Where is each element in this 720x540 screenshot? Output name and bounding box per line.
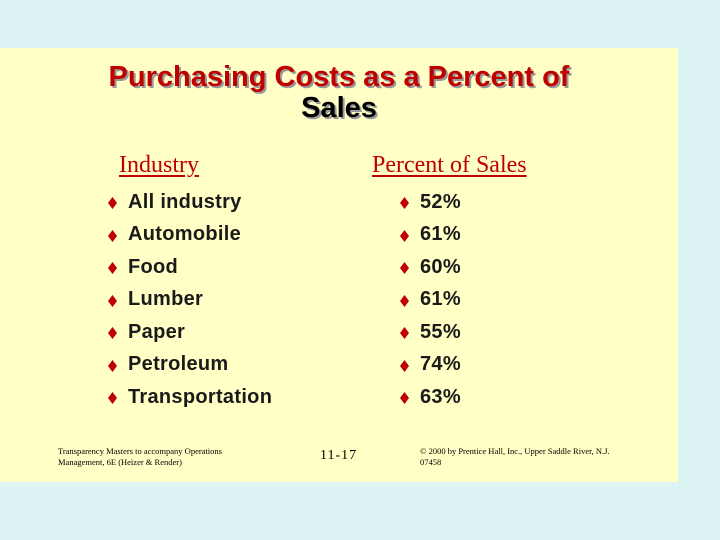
percent-value: 60% xyxy=(420,255,461,278)
footer-left-line-2: Management, 6E (Heizer & Render) xyxy=(58,457,182,467)
industry-name: Food xyxy=(128,255,179,278)
percent-value: 63% xyxy=(420,385,461,408)
percent-value: 61% xyxy=(420,223,461,246)
percent-value: 74% xyxy=(420,353,461,376)
diamond-bullet-icon xyxy=(400,327,409,340)
diamond-bullet-icon xyxy=(108,359,117,372)
slide-title: Purchasing Costs as a Percent of Sales xyxy=(0,62,678,124)
footer-left-line-1: Transparency Masters to accompany Operat… xyxy=(58,446,222,456)
list-item: Lumber xyxy=(108,284,272,317)
diamond-bullet-icon xyxy=(400,294,409,307)
list-item: 63% xyxy=(400,381,461,414)
list-item: Petroleum xyxy=(108,349,272,382)
diamond-bullet-icon xyxy=(108,229,117,242)
diamond-bullet-icon xyxy=(400,262,409,275)
diamond-bullet-icon xyxy=(108,392,117,405)
list-item: 74% xyxy=(400,349,461,382)
list-item: 55% xyxy=(400,316,461,349)
diamond-bullet-icon xyxy=(400,229,409,242)
slide: Purchasing Costs as a Percent of Sales I… xyxy=(0,48,678,482)
diamond-bullet-icon xyxy=(400,359,409,372)
footer-source-note: Transparency Masters to accompany Operat… xyxy=(58,446,258,468)
percent-value: 61% xyxy=(420,288,461,311)
footer-right-line-1: © 2000 by Prentice Hall, Inc., Upper Sad… xyxy=(420,446,610,456)
list-item: 61% xyxy=(400,219,461,252)
diamond-bullet-icon xyxy=(400,392,409,405)
list-item: Paper xyxy=(108,316,272,349)
industry-name: Automobile xyxy=(128,223,241,246)
diamond-bullet-icon xyxy=(108,197,117,210)
list-item: Food xyxy=(108,251,272,284)
title-line-2: Sales xyxy=(301,92,377,124)
industry-name: Transportation xyxy=(128,385,273,408)
industry-list: All industry Automobile Food Lumber Pape… xyxy=(108,186,272,414)
percent-list: 52% 61% 60% 61% 55% 74% 63% xyxy=(400,186,461,414)
industry-name: Lumber xyxy=(128,288,204,311)
list-item: Automobile xyxy=(108,219,272,252)
industry-name: All industry xyxy=(128,190,242,213)
industry-name: Petroleum xyxy=(128,353,229,376)
page-number: 11-17 xyxy=(320,448,358,463)
list-item: 52% xyxy=(400,186,461,219)
percent-value: 52% xyxy=(420,190,461,213)
diamond-bullet-icon xyxy=(108,262,117,275)
list-item: 60% xyxy=(400,251,461,284)
footer-copyright: © 2000 by Prentice Hall, Inc., Upper Sad… xyxy=(420,446,650,468)
list-item: 61% xyxy=(400,284,461,317)
percent-value: 55% xyxy=(420,320,461,343)
title-line-1: Purchasing Costs as a Percent of xyxy=(108,61,570,93)
diamond-bullet-icon xyxy=(108,294,117,307)
percent-column-header: Percent of Sales xyxy=(372,152,527,178)
list-item: All industry xyxy=(108,186,272,219)
diamond-bullet-icon xyxy=(108,327,117,340)
industry-name: Paper xyxy=(128,320,186,343)
diamond-bullet-icon xyxy=(400,197,409,210)
footer-right-line-2: 07458 xyxy=(420,457,442,467)
industry-column-header: Industry xyxy=(119,152,199,178)
list-item: Transportation xyxy=(108,381,272,414)
